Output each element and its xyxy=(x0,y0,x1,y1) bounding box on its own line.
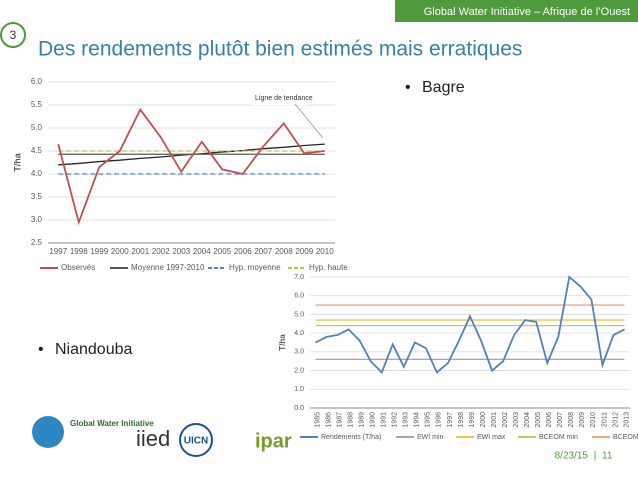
y-tick-label: 3.5 xyxy=(31,192,43,201)
footer-page: 11 xyxy=(602,451,613,462)
x-tick-label: 2008 xyxy=(568,412,575,428)
x-tick-label: 2000 xyxy=(111,247,129,256)
x-tick-label: 2005 xyxy=(535,412,542,428)
x-tick-label: 2013 xyxy=(623,412,630,428)
slide-title: Des rendements plutôt bien estimés mais … xyxy=(38,38,522,61)
x-tick-label: 1994 xyxy=(414,412,421,428)
x-tick-label: 1995 xyxy=(425,412,432,428)
x-tick-label: 2001 xyxy=(131,247,149,256)
x-tick-label: 2010 xyxy=(590,412,597,428)
bullet: Bagre xyxy=(422,79,465,96)
x-tick-label: 2005 xyxy=(213,247,231,256)
x-tick-label: 2004 xyxy=(524,412,531,428)
bullet-dot: • xyxy=(405,79,411,96)
footer-separator: | xyxy=(594,451,597,462)
x-tick-label: 2001 xyxy=(491,412,498,428)
y-tick-label: 2.0 xyxy=(294,367,304,374)
logo: ipar xyxy=(255,430,292,452)
y-tick-label: 4.0 xyxy=(31,169,43,178)
x-tick-label: 1999 xyxy=(90,247,108,256)
bullet: Niandouba xyxy=(55,341,133,358)
x-tick-label: 2006 xyxy=(546,412,553,428)
chart: 2.5 3.0 3.5 4.0 4.5 5.0 5.5 6.0 T/ha 1997 1998 1999… xyxy=(12,77,348,272)
x-tick-label: 2007 xyxy=(254,247,272,256)
annotation-arrow xyxy=(294,103,324,139)
x-tick-label: 2004 xyxy=(193,247,211,256)
x-tick-label: 1990 xyxy=(370,412,377,428)
x-tick-label: 2009 xyxy=(579,412,586,428)
header: Global Water Initiative – Afrique de l’O… xyxy=(424,6,630,18)
slide-number: 3 xyxy=(10,28,17,42)
x-tick-label: 1991 xyxy=(381,412,388,428)
y-tick-label: 3.0 xyxy=(294,349,304,356)
legend-label: EWI max xyxy=(477,434,506,441)
legend-label: BCEOM max xyxy=(613,434,638,441)
x-tick-label: 1998 xyxy=(70,247,88,256)
x-tick-label: 2009 xyxy=(295,247,313,256)
annotation: Ligne de tendance xyxy=(255,95,313,102)
y-tick-label: 1.0 xyxy=(294,386,304,393)
y-tick-label: 6.0 xyxy=(31,77,43,86)
slide-number-badge xyxy=(0,22,26,48)
logos: Global Water Initiative iied UICN ipar xyxy=(32,416,292,457)
legend-label: EWI min xyxy=(417,434,444,441)
x-tick-label: 1996 xyxy=(436,412,443,428)
chart: 0.0 1.0 2.0 3.0 4.0 5.0 6.0 7.0 T/ha 1985 1986 1987… xyxy=(278,274,638,441)
y-tick-label: 5.0 xyxy=(31,123,43,132)
y-tick-label: 2.5 xyxy=(31,238,43,247)
x-tick-label: 1998 xyxy=(458,412,465,428)
x-tick-label: 1992 xyxy=(392,412,399,428)
x-tick-label: 1993 xyxy=(403,412,410,428)
y-tick-label: 4.0 xyxy=(294,330,304,337)
y-axis-label: T/ha xyxy=(12,152,22,171)
x-tick-label: 2007 xyxy=(557,412,564,428)
legend-label: BCEOM min xyxy=(539,434,578,441)
x-tick-label: 1997 xyxy=(49,247,67,256)
bullet-dot: • xyxy=(38,341,44,358)
x-tick-label: 2003 xyxy=(513,412,520,428)
logo: UICN xyxy=(184,436,208,447)
legend-label: Rendements (T/ha) xyxy=(321,434,381,441)
x-tick-label: 2006 xyxy=(234,247,252,256)
y-tick-label: 0.0 xyxy=(294,405,304,412)
x-tick-label: 2012 xyxy=(612,412,619,428)
logo: Global Water Initiative xyxy=(70,419,154,428)
legend-label: Hyp. haute xyxy=(309,263,348,272)
x-tick-label: 2010 xyxy=(316,247,334,256)
annotation-box xyxy=(251,91,307,105)
x-tick-label: 2011 xyxy=(601,412,608,427)
x-tick-label: 1985 xyxy=(314,412,321,428)
x-tick-label: 2002 xyxy=(152,247,170,256)
x-tick-label: 1999 xyxy=(469,412,476,428)
y-tick-label: 3.0 xyxy=(31,215,43,224)
legend-label: Moyenne 1997-2010 xyxy=(131,263,205,272)
legend-label: Hyp. moyenne xyxy=(229,263,281,272)
x-tick-label: 1997 xyxy=(447,412,454,428)
x-tick-label: 1988 xyxy=(347,412,354,428)
y-tick-label: 6.0 xyxy=(294,293,304,300)
x-tick-label: 1989 xyxy=(358,412,365,428)
x-tick-label: 1986 xyxy=(325,412,332,428)
x-tick-label: 2008 xyxy=(275,247,293,256)
x-tick-label: 1987 xyxy=(336,412,343,428)
footer-date: 8/23/15 xyxy=(555,451,589,462)
logo-icon xyxy=(32,416,64,448)
y-axis-label: T/ha xyxy=(278,334,287,351)
series-line xyxy=(57,107,325,226)
x-tick-label: 2000 xyxy=(480,412,487,428)
series-line xyxy=(315,275,625,375)
y-tick-label: 5.5 xyxy=(31,100,43,109)
logo: iied xyxy=(136,426,170,451)
legend-label: Observés xyxy=(61,263,95,272)
logo-icon xyxy=(179,423,213,457)
y-tick-label: 7.0 xyxy=(294,274,304,281)
y-tick-label: 4.5 xyxy=(31,146,43,155)
x-tick-label: 2002 xyxy=(502,412,509,428)
y-tick-label: 5.0 xyxy=(294,311,304,318)
x-tick-label: 2003 xyxy=(172,247,190,256)
header-bar xyxy=(395,0,638,22)
